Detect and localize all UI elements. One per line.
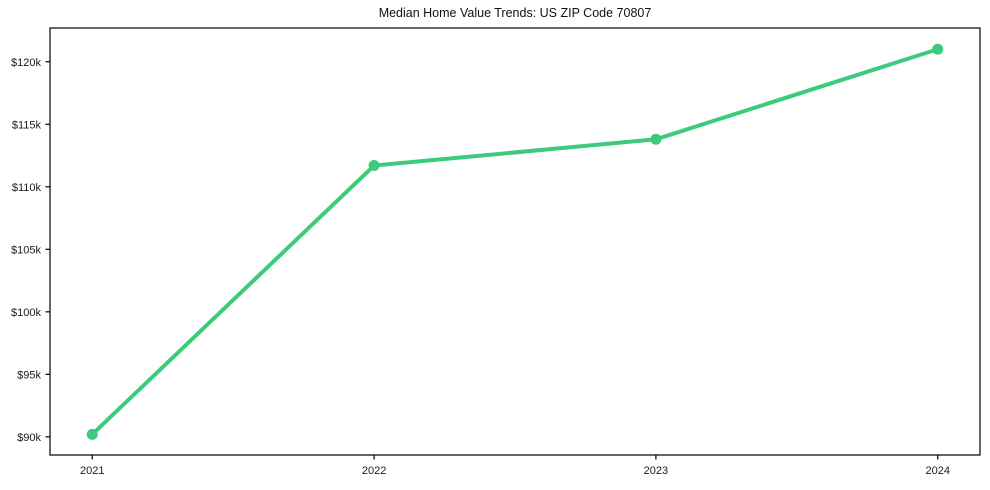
data-point-marker xyxy=(368,160,380,172)
data-point-marker xyxy=(932,43,944,55)
x-tick-label: 2023 xyxy=(644,465,668,477)
y-tick-label: $120k xyxy=(11,57,41,69)
x-tick-label: 2024 xyxy=(925,465,949,477)
chart-title: Median Home Value Trends: US ZIP Code 70… xyxy=(378,6,652,20)
y-tick-label: $110k xyxy=(12,182,42,194)
y-tick-label: $90k xyxy=(17,432,41,444)
y-tick-label: $105k xyxy=(11,244,41,256)
x-tick-label: 2021 xyxy=(80,465,104,477)
x-tick-label: 2022 xyxy=(362,465,386,477)
y-tick-label: $115k xyxy=(12,119,42,131)
y-tick-label: $100k xyxy=(11,307,41,319)
data-point-marker xyxy=(650,133,662,145)
data-point-marker xyxy=(86,428,98,440)
trend-line xyxy=(90,47,940,437)
plot-frame xyxy=(49,27,981,456)
y-tick-label: $95k xyxy=(17,369,41,381)
